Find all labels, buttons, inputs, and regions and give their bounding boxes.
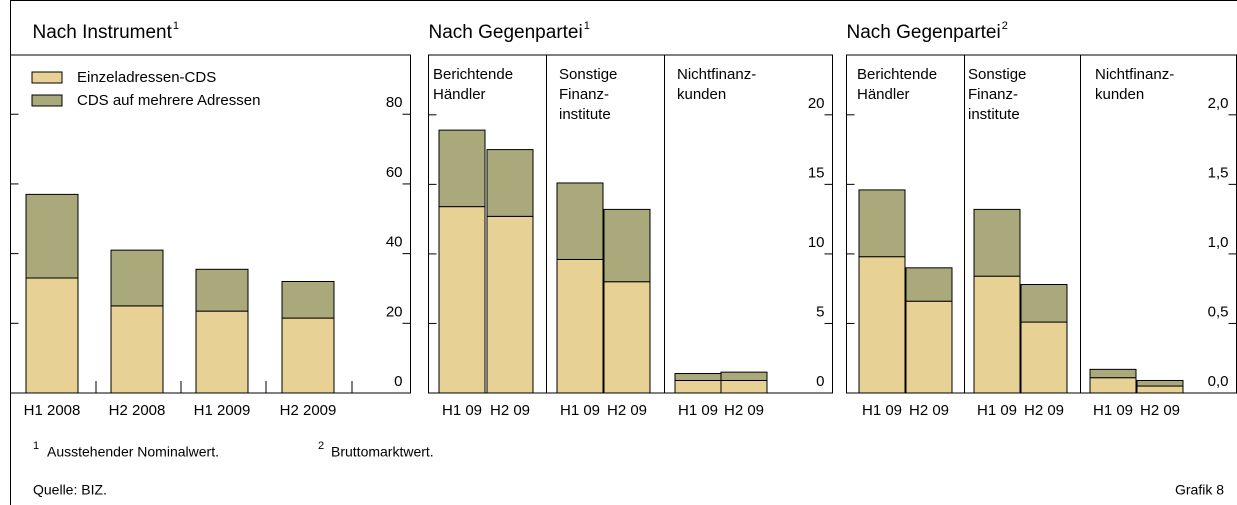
group-label: Nichtfinanz- — [1095, 66, 1174, 83]
x-tick-label: H2 09 — [724, 402, 764, 419]
bar-segment — [556, 182, 604, 260]
x-tick-label: H1 2008 — [24, 402, 81, 419]
y-tick-label: 5 — [816, 303, 824, 320]
bar-segment — [973, 275, 1021, 394]
source: Quelle: BIZ. — [33, 482, 107, 498]
title-note: 1 — [173, 20, 179, 32]
x-tick-label: H2 2008 — [109, 402, 166, 419]
bar-segment — [281, 280, 335, 319]
bar-segment — [858, 256, 906, 394]
bar-segment — [195, 268, 249, 312]
group-label: institute — [559, 106, 611, 123]
bar-segment — [556, 258, 604, 394]
y-tick-label: 2,0 — [1208, 95, 1229, 112]
legend-label: CDS auf mehrere Adressen — [77, 92, 260, 109]
bar-segment — [195, 310, 249, 394]
group-label: Händler — [857, 86, 910, 103]
x-tick-label: H1 09 — [678, 402, 718, 419]
bar-segment — [603, 281, 651, 394]
y-tick-label: 60 — [386, 164, 403, 181]
x-tick-label: H1 09 — [442, 402, 482, 419]
title-note: 1 — [584, 20, 590, 32]
y-tick-label: 0 — [394, 373, 402, 390]
x-tick-label: H2 09 — [909, 402, 949, 419]
bar-segment — [858, 189, 906, 258]
group-label: Berichtende — [433, 66, 513, 83]
bar-segment — [110, 249, 164, 307]
bar-segment — [486, 215, 534, 394]
bar-segment — [674, 373, 722, 381]
bar-segment — [110, 305, 164, 394]
title-note: 2 — [1002, 20, 1008, 32]
bar-segment — [1089, 377, 1137, 394]
y-tick-label: 1,0 — [1208, 234, 1229, 251]
bar-segment — [25, 277, 79, 394]
x-tick-label: H2 2009 — [280, 402, 337, 419]
bar-segment — [905, 300, 953, 394]
footnote-mark: 1 — [33, 440, 39, 452]
y-tick-label: 0,0 — [1208, 373, 1229, 390]
bar-segment — [1089, 368, 1137, 379]
group-label: Finanz- — [559, 86, 609, 103]
bar-segment — [1020, 321, 1068, 394]
y-tick-label: 20 — [808, 95, 825, 112]
x-tick-label: H2 09 — [1140, 402, 1180, 419]
group-label: Sonstige — [968, 66, 1026, 83]
x-tick-label: H1 09 — [560, 402, 600, 419]
bar-segment — [1136, 379, 1184, 387]
x-tick-label: H1 09 — [1093, 402, 1133, 419]
panel-title: Nach Gegenpartei — [847, 22, 1001, 43]
bar-segment — [720, 379, 768, 394]
panel-title: Nach Gegenpartei — [429, 22, 583, 43]
y-tick-label: 20 — [386, 303, 403, 320]
y-tick-label: 0 — [816, 373, 824, 390]
legend-label: Einzeladressen-CDS — [77, 69, 216, 86]
group-label: Nichtfinanz- — [677, 66, 756, 83]
x-tick-label: H1 2009 — [194, 402, 251, 419]
group-label: Händler — [433, 86, 486, 103]
footnote-mark: 2 — [318, 440, 324, 452]
bar-segment — [25, 193, 79, 279]
bar-segment — [486, 149, 534, 217]
bar-segment — [438, 129, 486, 208]
group-label: kunden — [677, 86, 726, 103]
bar-segment — [973, 208, 1021, 277]
group-label: Sonstige — [559, 66, 617, 83]
y-tick-label: 10 — [808, 234, 825, 251]
y-tick-label: 1,5 — [1208, 164, 1229, 181]
bar-segment — [720, 371, 768, 381]
y-tick-label: 80 — [386, 94, 403, 111]
x-tick-label: H2 09 — [1024, 402, 1064, 419]
panel-title: Nach Instrument — [33, 22, 173, 43]
legend-swatch — [31, 94, 63, 107]
y-tick-label: 15 — [808, 164, 825, 181]
group-label: institute — [968, 106, 1020, 123]
x-tick-label: H1 09 — [862, 402, 902, 419]
y-tick-label: 0,5 — [1208, 303, 1229, 320]
group-label: Berichtende — [857, 66, 937, 83]
x-tick-label: H2 09 — [490, 402, 530, 419]
group-label: Finanz- — [968, 86, 1018, 103]
x-tick-label: H2 09 — [607, 402, 647, 419]
bar-segment — [438, 206, 486, 394]
bar-segment — [674, 379, 722, 394]
group-label: kunden — [1095, 86, 1144, 103]
figure-label: Grafik 8 — [1175, 482, 1224, 498]
bar-segment — [1020, 284, 1068, 323]
bar-segment — [1136, 385, 1184, 394]
footnote-text: Ausstehender Nominalwert. — [47, 444, 219, 460]
x-tick-label: H1 09 — [977, 402, 1017, 419]
bar-segment — [905, 267, 953, 302]
footnote-text: Bruttomarktwert. — [331, 444, 434, 460]
legend-swatch — [31, 71, 63, 84]
bar-segment — [281, 317, 335, 394]
y-tick-label: 40 — [386, 234, 403, 251]
bar-segment — [603, 208, 651, 283]
